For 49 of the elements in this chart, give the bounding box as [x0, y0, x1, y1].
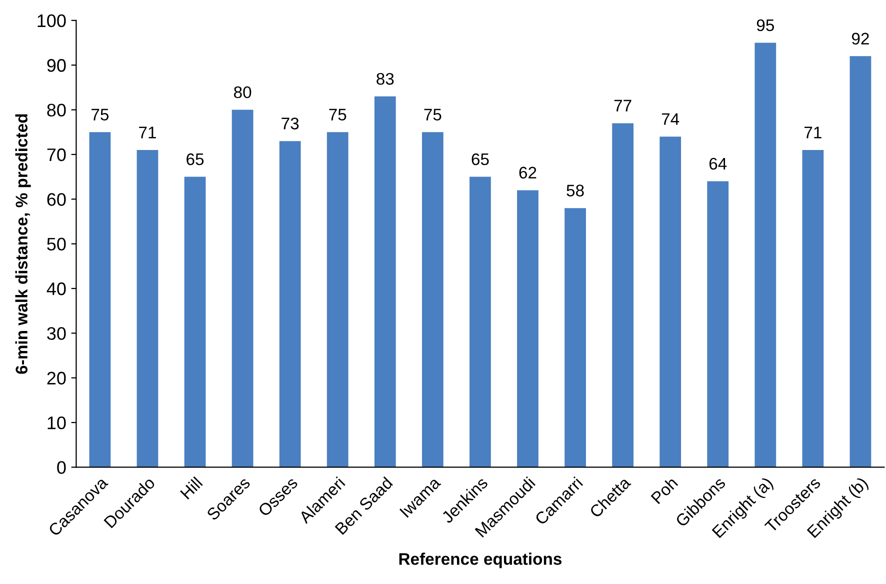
bar: [660, 136, 682, 468]
y-tick-label: 70: [47, 148, 66, 162]
y-tick-label: 80: [47, 104, 66, 117]
data-label: 74: [662, 113, 680, 125]
bar: [279, 141, 301, 468]
bar: [564, 208, 586, 468]
data-label: 77: [614, 100, 632, 112]
bar: [184, 176, 206, 468]
bar: [136, 150, 158, 468]
bar: [612, 123, 634, 468]
data-label: 75: [329, 108, 346, 120]
y-tick-label: 40: [46, 282, 66, 296]
bar: [754, 42, 776, 468]
data-label: 58: [566, 184, 584, 196]
y-tick-label: 60: [47, 193, 66, 206]
x-axis-title: Reference equations: [399, 552, 562, 568]
data-label: 64: [709, 158, 727, 170]
x-tick-label: Hill: [180, 476, 203, 500]
bar: [232, 110, 254, 468]
bar: [850, 56, 872, 468]
data-label: 95: [756, 19, 774, 32]
y-tick-label: 10: [48, 416, 66, 430]
data-label: 92: [852, 32, 869, 45]
bar: [517, 190, 538, 468]
y-tick-label: 30: [47, 327, 66, 340]
data-label: 71: [139, 126, 156, 138]
y-tick-label: 20: [47, 372, 66, 385]
bar: [470, 176, 491, 468]
bar: [326, 132, 348, 468]
data-label: 71: [804, 126, 822, 138]
data-label: 83: [376, 72, 394, 85]
data-label: 65: [472, 153, 489, 166]
data-label: 75: [92, 108, 109, 120]
bar: [89, 132, 111, 468]
bar: [707, 181, 729, 468]
y-tick-label: 90: [47, 59, 66, 72]
y-tick-label: 50: [47, 238, 66, 251]
y-tick-label: 100: [38, 14, 66, 28]
data-label: 65: [186, 153, 204, 166]
y-tick-label: 0: [57, 461, 66, 474]
bar: [422, 132, 444, 468]
bar: [802, 150, 824, 468]
bar: [374, 96, 396, 468]
y-axis-title: 6-min walk distance, % predicted: [15, 114, 31, 374]
data-label: 62: [519, 166, 536, 179]
data-label: 73: [282, 118, 299, 130]
data-label: 75: [424, 108, 442, 120]
x-tick-label: Poh: [650, 476, 678, 504]
data-label: 80: [234, 86, 252, 98]
